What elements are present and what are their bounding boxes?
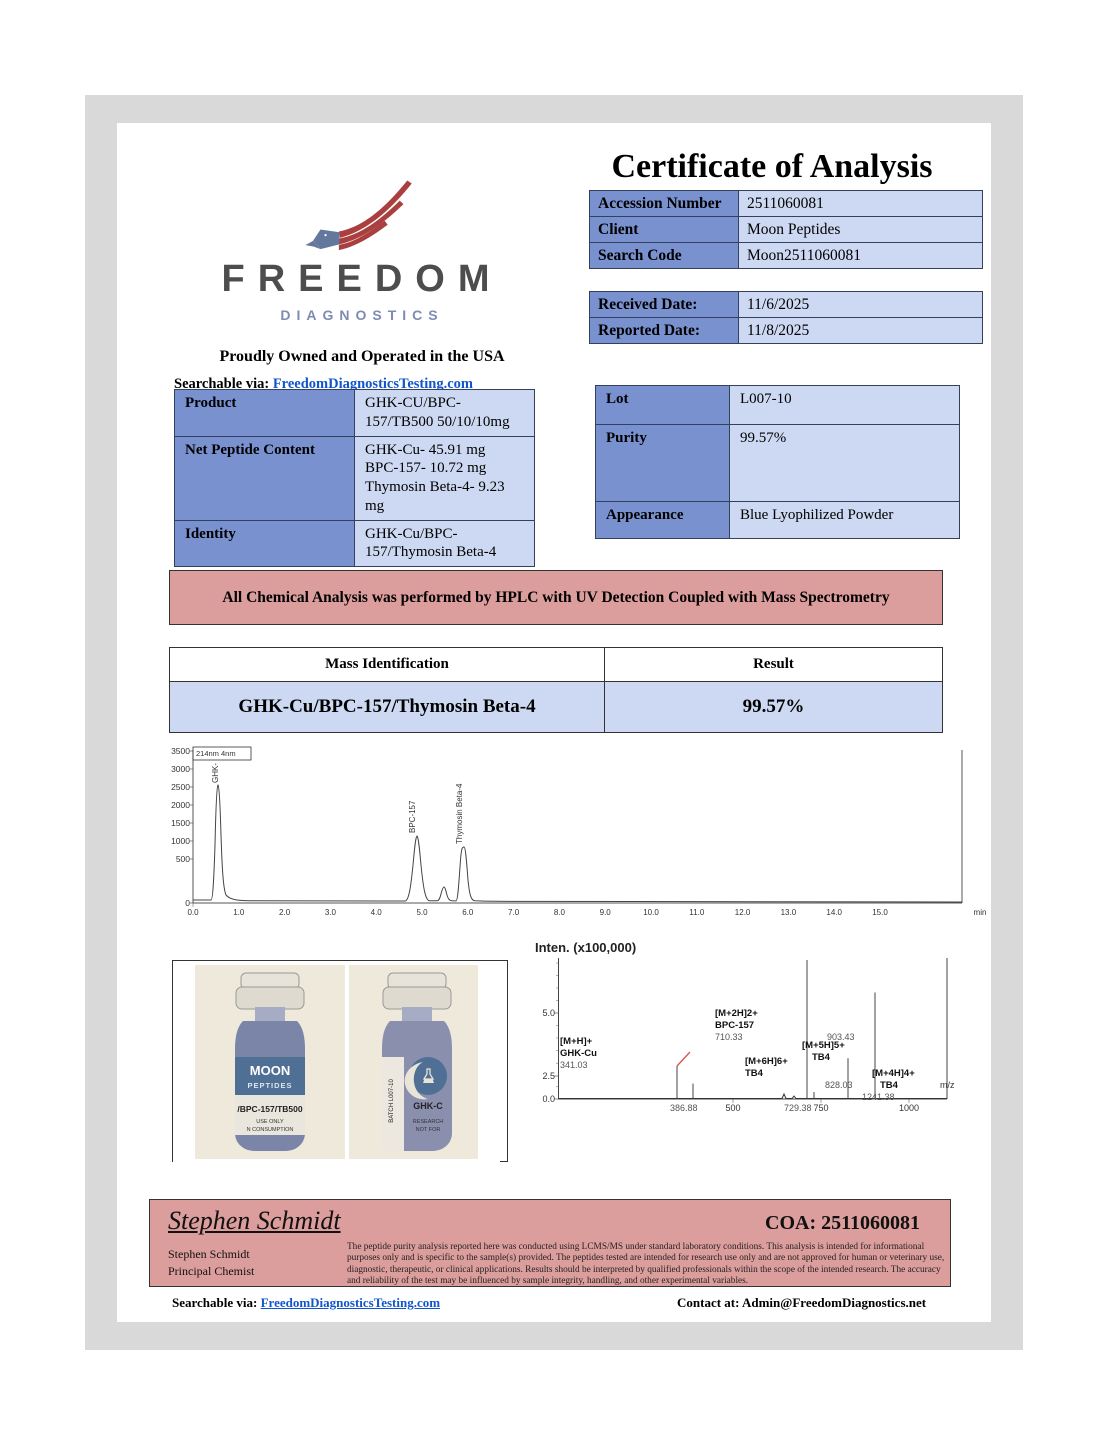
svg-text:1000: 1000 — [171, 836, 190, 846]
svg-text:6.0: 6.0 — [462, 908, 474, 917]
svg-text:903.43: 903.43 — [827, 1032, 855, 1042]
svg-text:1241.38: 1241.38 — [862, 1092, 895, 1102]
svg-text:3000: 3000 — [171, 764, 190, 774]
svg-text:4.0: 4.0 — [371, 908, 383, 917]
svg-text:710.33: 710.33 — [715, 1032, 743, 1042]
svg-text:TB4: TB4 — [880, 1080, 899, 1091]
svg-text:13.0: 13.0 — [781, 908, 797, 917]
svg-text:GHK-C: GHK-C — [413, 1101, 443, 1111]
svg-text:PEPTIDES: PEPTIDES — [247, 1081, 292, 1090]
svg-text:2500: 2500 — [171, 782, 190, 792]
svg-text:[M+4H]4+: [M+4H]4+ — [872, 1068, 915, 1079]
svg-text:0.0: 0.0 — [542, 1094, 555, 1104]
svg-text:NOT FOR: NOT FOR — [416, 1127, 441, 1133]
svg-text:min: min — [974, 908, 987, 917]
svg-text:[M+2H]2+: [M+2H]2+ — [715, 1008, 758, 1019]
svg-text:729.38: 729.38 — [784, 1103, 812, 1113]
svg-text:9.0: 9.0 — [600, 908, 612, 917]
svg-text:10.0: 10.0 — [643, 908, 659, 917]
svg-text:3.0: 3.0 — [325, 908, 337, 917]
svg-text:500: 500 — [725, 1103, 740, 1113]
svg-text:7.0: 7.0 — [508, 908, 520, 917]
svg-text:N CONSUMPTION: N CONSUMPTION — [247, 1127, 294, 1133]
svg-text:RESEARCH: RESEARCH — [413, 1119, 444, 1125]
svg-text:GHK-: GHK- — [211, 763, 220, 783]
svg-text:500: 500 — [176, 854, 190, 864]
svg-text:TB4: TB4 — [745, 1068, 764, 1079]
svg-text:GHK-Cu: GHK-Cu — [560, 1048, 597, 1059]
svg-text:341.03: 341.03 — [560, 1060, 588, 1070]
svg-text:11.0: 11.0 — [689, 908, 705, 917]
svg-text:m/z: m/z — [940, 1080, 955, 1090]
svg-text:3500: 3500 — [171, 746, 190, 756]
svg-text:2000: 2000 — [171, 800, 190, 810]
svg-text:0.0: 0.0 — [187, 908, 199, 917]
svg-text:/BPC-157/TB500: /BPC-157/TB500 — [237, 1104, 302, 1114]
svg-text:5.0: 5.0 — [416, 908, 428, 917]
svg-text:750: 750 — [813, 1103, 828, 1113]
svg-text:1.0: 1.0 — [233, 908, 245, 917]
svg-text:USE ONLY: USE ONLY — [256, 1119, 284, 1125]
svg-text:1500: 1500 — [171, 818, 190, 828]
svg-text:214nm 4nm: 214nm 4nm — [196, 749, 236, 758]
svg-text:0: 0 — [185, 898, 190, 908]
svg-text:14.0: 14.0 — [826, 908, 842, 917]
svg-text:TB4: TB4 — [812, 1052, 831, 1063]
svg-text:BATCH L007-10: BATCH L007-10 — [389, 1079, 395, 1123]
svg-text:12.0: 12.0 — [735, 908, 751, 917]
svg-text:828.03: 828.03 — [825, 1080, 853, 1090]
svg-text:2.5: 2.5 — [542, 1071, 555, 1081]
svg-text:[M+6H]6+: [M+6H]6+ — [745, 1056, 788, 1067]
svg-text:8.0: 8.0 — [554, 908, 566, 917]
svg-text:5.0: 5.0 — [542, 1008, 555, 1018]
svg-text:1000: 1000 — [899, 1103, 919, 1113]
svg-text:386.88: 386.88 — [670, 1103, 698, 1113]
svg-text:BPC-157: BPC-157 — [408, 800, 417, 833]
svg-text:15.0: 15.0 — [872, 908, 888, 917]
svg-text:MOON: MOON — [250, 1063, 290, 1078]
svg-text:BPC-157: BPC-157 — [715, 1020, 754, 1031]
svg-text:[M+H]+: [M+H]+ — [560, 1036, 593, 1047]
svg-text:Thymosin Beta-4: Thymosin Beta-4 — [455, 783, 464, 844]
svg-text:2.0: 2.0 — [279, 908, 291, 917]
